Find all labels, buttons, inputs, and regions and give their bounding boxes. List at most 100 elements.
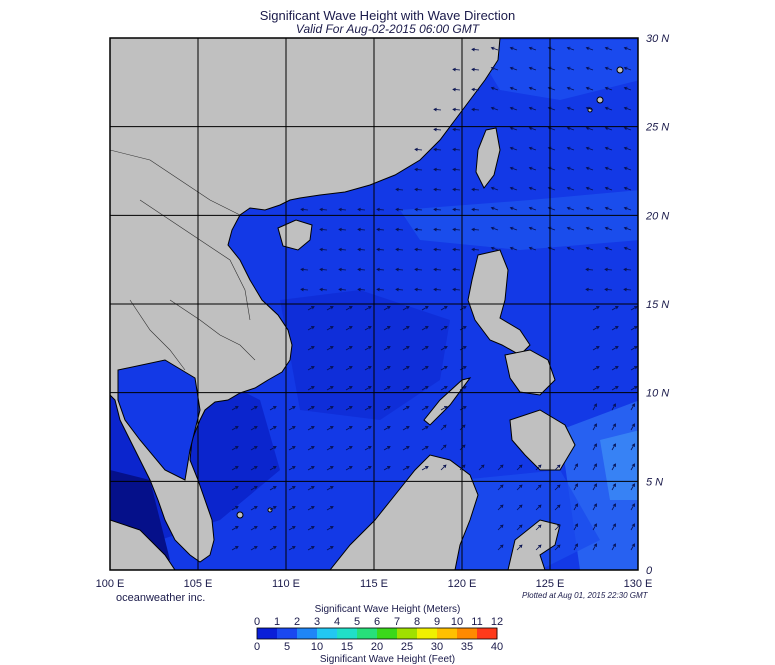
wave-direction-arrow xyxy=(421,446,429,451)
wave-direction-arrow xyxy=(364,426,372,431)
wave-direction-arrow xyxy=(383,426,391,431)
wave-direction-arrow xyxy=(528,146,537,151)
wave-direction-arrow xyxy=(338,247,347,252)
wave-direction-arrow xyxy=(440,306,448,311)
wave-direction-arrow xyxy=(459,346,467,351)
wave-direction-arrow xyxy=(288,506,296,511)
wave-direction-arrow xyxy=(395,247,404,252)
wave-direction-arrow xyxy=(585,226,594,231)
land-island xyxy=(236,511,244,519)
wave-direction-arrow xyxy=(566,146,575,151)
wave-direction-arrow xyxy=(566,126,575,131)
wave-direction-arrow xyxy=(528,166,537,171)
wave-direction-arrow xyxy=(535,484,542,491)
lat-tick-label: 10 N xyxy=(646,388,669,400)
colorbar-meter-tick: 12 xyxy=(491,616,503,628)
wave-direction-arrow xyxy=(585,206,594,211)
wave-direction-arrow xyxy=(497,544,504,551)
wave-direction-arrow xyxy=(630,423,635,431)
wave-direction-arrow xyxy=(604,287,613,292)
lat-tick-label: 30 N xyxy=(646,33,669,45)
wave-direction-arrow xyxy=(269,466,277,471)
wave-direction-arrow xyxy=(250,406,258,411)
colorbar-swatch xyxy=(457,628,478,639)
wave-direction-arrow xyxy=(604,226,613,231)
wave-direction-arrow xyxy=(269,546,277,551)
wave-direction-arrow xyxy=(509,126,518,131)
wave-direction-arrow xyxy=(357,227,366,232)
wave-direction-arrow xyxy=(623,86,632,91)
wave-direction-arrow xyxy=(592,403,597,411)
wave-direction-arrow xyxy=(433,107,442,112)
wave-direction-arrow xyxy=(630,386,638,391)
colorbar-swatch xyxy=(417,628,438,639)
wave-direction-arrow xyxy=(554,464,561,471)
wave-direction-arrow xyxy=(452,227,461,232)
wave-direction-arrow xyxy=(395,287,404,292)
wave-direction-arrow xyxy=(535,464,542,471)
lon-tick-label: 110 E xyxy=(272,578,300,590)
wave-direction-arrow xyxy=(440,386,448,391)
colorbar-swatch xyxy=(377,628,398,639)
wave-direction-arrow xyxy=(490,246,499,251)
wave-direction-arrow xyxy=(250,546,258,551)
land-sumatra xyxy=(110,519,176,570)
wave-direction-arrow xyxy=(231,486,239,491)
wave-direction-arrow xyxy=(440,424,447,431)
wave-direction-arrow xyxy=(319,227,328,232)
wave-direction-arrow xyxy=(250,486,258,491)
colorbar-swatch xyxy=(477,628,498,639)
wave-direction-arrow xyxy=(433,287,442,292)
wave-direction-arrow xyxy=(307,326,315,331)
wave-direction-arrow xyxy=(383,306,391,311)
wave-zone-light xyxy=(400,190,638,250)
map-title: Significant Wave Height with Wave Direct… xyxy=(259,8,516,23)
wave-direction-arrow xyxy=(604,66,613,71)
wave-direction-arrow xyxy=(592,543,597,551)
wave-direction-arrow xyxy=(623,206,632,211)
wave-direction-arrow xyxy=(383,386,391,391)
wave-direction-arrow xyxy=(630,443,635,451)
wave-direction-arrow xyxy=(611,346,619,351)
colorbar-meter-tick: 8 xyxy=(414,616,420,628)
wave-direction-arrow xyxy=(528,246,537,251)
colorbar-meter-tick: 9 xyxy=(434,616,440,628)
wave-direction-arrow xyxy=(490,46,499,51)
lon-tick-label: 125 E xyxy=(536,578,565,590)
wave-direction-arrow xyxy=(414,287,423,292)
lon-tick-label: 120 E xyxy=(448,578,477,590)
wave-direction-arrow xyxy=(604,106,613,111)
land-palawan xyxy=(423,377,472,426)
wave-direction-arrow xyxy=(383,346,391,351)
wave-direction-arrow xyxy=(528,86,537,91)
wave-direction-arrow xyxy=(376,267,385,272)
wave-direction-arrow xyxy=(307,486,315,491)
wave-direction-arrow xyxy=(585,186,594,191)
wave-direction-arrow xyxy=(611,326,619,331)
wave-direction-arrow xyxy=(592,386,600,391)
wave-direction-arrow xyxy=(528,186,537,191)
wave-direction-arrow xyxy=(459,406,467,411)
colorbar-title-meters: Significant Wave Height (Meters) xyxy=(314,604,461,615)
wave-direction-arrow xyxy=(592,523,597,531)
wave-direction-arrow xyxy=(573,503,578,511)
wave-direction-arrow xyxy=(300,267,309,272)
wave-direction-arrow xyxy=(452,247,461,252)
wave-direction-arrow xyxy=(573,483,578,491)
wave-direction-arrow xyxy=(345,426,353,431)
wave-direction-arrow xyxy=(364,466,372,471)
colorbar-meter-tick: 2 xyxy=(294,616,300,628)
wave-direction-arrows xyxy=(231,46,638,551)
wave-direction-arrow xyxy=(630,523,635,531)
wave-direction-arrow xyxy=(421,366,429,371)
lat-tick-label: 5 N xyxy=(646,476,663,488)
wave-direction-arrow xyxy=(585,106,594,111)
wave-direction-arrow xyxy=(509,66,518,71)
wave-direction-arrow xyxy=(459,386,467,391)
wave-direction-arrow xyxy=(307,466,315,471)
colorbar-feet-tick: 40 xyxy=(491,641,503,653)
wave-direction-arrow xyxy=(566,226,575,231)
colorbar-swatch xyxy=(357,628,378,639)
wave-direction-arrow xyxy=(452,67,461,72)
colorbar-meter-tick: 11 xyxy=(471,616,482,628)
